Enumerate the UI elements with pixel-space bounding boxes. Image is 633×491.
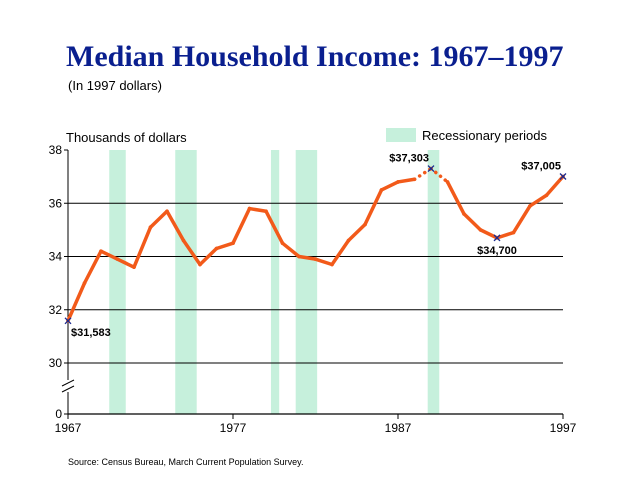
annotation-label: $37,005 bbox=[521, 160, 561, 172]
series-segment bbox=[280, 241, 301, 259]
y-tick-label: 34 bbox=[49, 250, 63, 264]
data-point bbox=[297, 254, 301, 259]
data-point bbox=[412, 177, 417, 182]
series-segment bbox=[528, 193, 549, 208]
y-tick-label: 38 bbox=[49, 143, 63, 157]
y-tick-label: 30 bbox=[49, 356, 63, 370]
x-tick-label: 1997 bbox=[550, 421, 577, 435]
series-segment bbox=[478, 228, 499, 240]
data-point bbox=[198, 262, 202, 267]
data-point bbox=[82, 281, 87, 285]
data-point bbox=[165, 209, 169, 214]
annotation-label: $37,303 bbox=[389, 153, 429, 165]
data-point bbox=[528, 204, 532, 208]
series-segment bbox=[363, 188, 384, 227]
data-point bbox=[346, 238, 351, 243]
series-segment bbox=[511, 204, 532, 235]
legend: Recessionary periods bbox=[386, 128, 548, 143]
recession-bands bbox=[109, 150, 440, 414]
grid-lines bbox=[68, 202, 563, 364]
series-segment bbox=[231, 206, 252, 245]
data-point bbox=[214, 246, 219, 251]
data-point bbox=[379, 188, 384, 192]
data-point bbox=[99, 249, 103, 253]
data-point bbox=[148, 225, 153, 230]
x-tick-label: 1977 bbox=[220, 421, 247, 435]
series-segment bbox=[346, 222, 367, 243]
data-point bbox=[181, 238, 186, 243]
chart-title: Median Household Income: 1967–1997 bbox=[66, 40, 564, 73]
y-tick-label: 36 bbox=[49, 196, 63, 210]
series-segment bbox=[181, 238, 202, 267]
series-segment bbox=[495, 230, 516, 240]
data-point bbox=[247, 206, 252, 211]
annotation-marker bbox=[559, 173, 567, 180]
series-segment bbox=[214, 241, 235, 251]
data-point bbox=[132, 265, 136, 269]
series-segment bbox=[198, 246, 219, 267]
data-point bbox=[462, 212, 466, 216]
series-segment bbox=[313, 257, 334, 267]
series-segment bbox=[165, 209, 186, 243]
series-segment bbox=[99, 249, 120, 261]
legend-swatch bbox=[386, 128, 416, 142]
legend-label: Recessionary periods bbox=[422, 128, 548, 143]
series-segment bbox=[396, 177, 417, 184]
series-segment bbox=[247, 206, 268, 213]
axis-break-mark bbox=[61, 385, 75, 393]
series-segment bbox=[66, 281, 87, 323]
x-tick-label: 1967 bbox=[55, 421, 82, 435]
axis-break-mark bbox=[61, 379, 75, 387]
annotation-marker bbox=[64, 317, 72, 325]
y-tick-label: 0 bbox=[55, 407, 62, 421]
series-segment bbox=[82, 249, 103, 285]
data-point bbox=[363, 222, 367, 227]
y-axis-label: Thousands of dollars bbox=[66, 130, 187, 145]
series-segment bbox=[115, 257, 136, 269]
recession-band bbox=[109, 150, 126, 414]
series-segment bbox=[462, 212, 483, 232]
x-tick-label: 1987 bbox=[385, 421, 412, 435]
data-point bbox=[280, 241, 285, 245]
data-point bbox=[511, 230, 516, 235]
series-segment bbox=[330, 238, 351, 267]
data-point bbox=[231, 241, 235, 245]
series-segment bbox=[445, 180, 466, 216]
annotation-label: $31,583 bbox=[71, 327, 111, 339]
series-segment bbox=[264, 209, 285, 245]
recession-band bbox=[270, 150, 280, 414]
data-point bbox=[544, 193, 549, 198]
data-point bbox=[313, 257, 318, 261]
annotation-label: $34,700 bbox=[477, 245, 517, 257]
data-point bbox=[330, 262, 334, 267]
recession-band bbox=[175, 150, 197, 414]
series-segment bbox=[429, 166, 450, 184]
data-point bbox=[115, 257, 120, 261]
annotation-marker bbox=[493, 234, 501, 242]
data-point bbox=[264, 209, 268, 214]
annotation-marker bbox=[427, 165, 435, 173]
series-segment bbox=[148, 209, 169, 229]
data-point bbox=[396, 180, 400, 184]
series-segment bbox=[297, 254, 318, 261]
source-note: Source: Census Bureau, March Current Pop… bbox=[68, 457, 304, 467]
recession-band bbox=[295, 150, 318, 414]
data-point bbox=[445, 180, 450, 184]
series-segment bbox=[132, 225, 153, 269]
y-tick-label: 32 bbox=[49, 303, 63, 317]
chart-subtitle: (In 1997 dollars) bbox=[68, 78, 162, 93]
annotations: $31,583 $37,303 $34,700 $37,005 bbox=[64, 153, 567, 339]
data-point bbox=[478, 228, 483, 232]
series-segment bbox=[379, 180, 400, 192]
recession-band bbox=[427, 150, 440, 414]
